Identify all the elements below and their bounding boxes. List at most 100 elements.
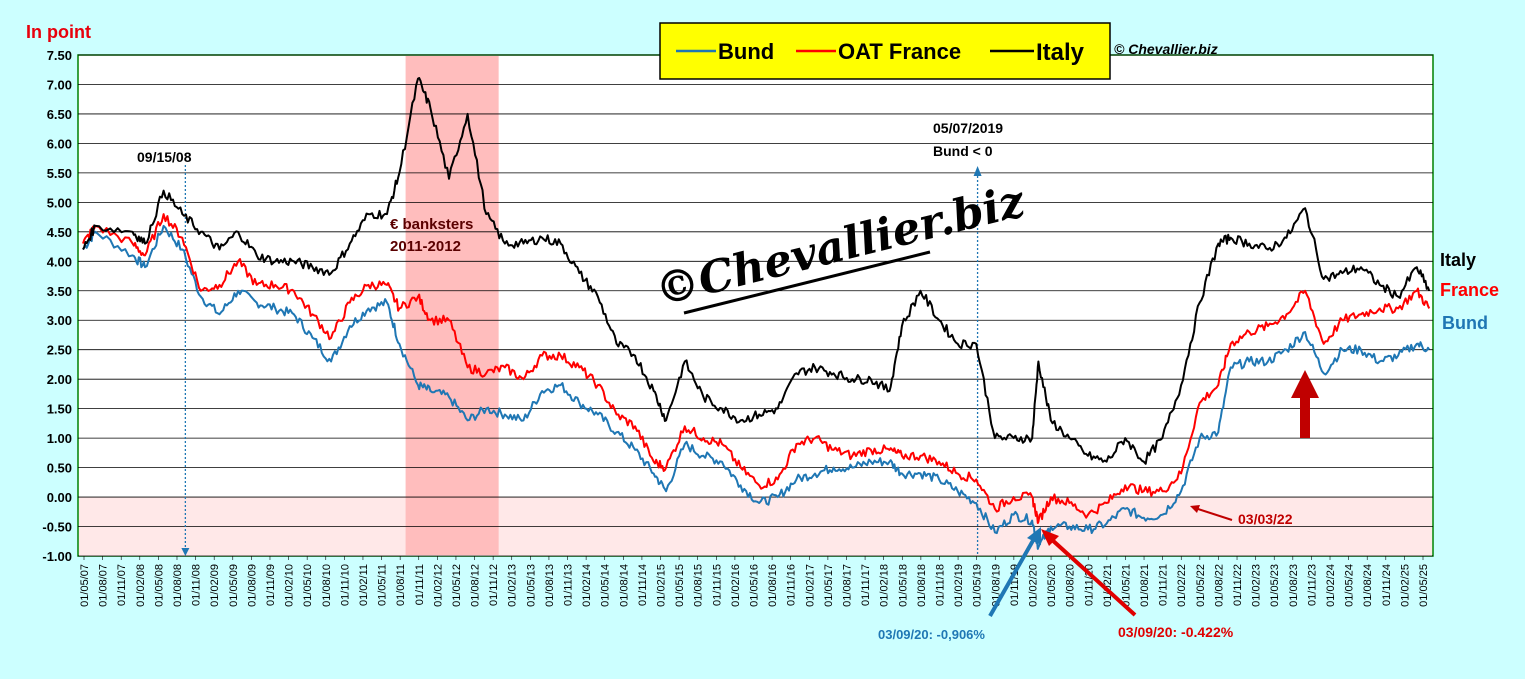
x-tick-label: 01/02/19: [953, 564, 965, 607]
x-tick-label: 01/11/11: [414, 564, 426, 605]
x-tick-label: 01/08/18: [916, 564, 928, 607]
x-tick-label: 01/08/11: [395, 564, 407, 606]
legend: Bund OAT France Italy: [659, 22, 1111, 80]
copyright-text: © Chevallier.biz: [1114, 41, 1218, 57]
x-tick-label: 01/02/14: [581, 564, 593, 607]
bund-negative-date-label: 05/07/2019: [933, 120, 1003, 136]
bund-low-pointer-head: [1027, 527, 1041, 545]
lehman-marker-arrowhead: [181, 548, 190, 556]
x-tick-label: 01/08/07: [98, 564, 110, 607]
x-tick-label: 01/02/09: [209, 564, 221, 607]
series-line-italy: [82, 77, 1431, 465]
x-tick-label: 01/05/08: [153, 564, 165, 607]
x-tick-label: 01/05/25: [1418, 564, 1430, 607]
oat-low-label: 03/09/20: -0.422%: [1118, 624, 1234, 640]
x-tick-label: 01/11/07: [116, 564, 128, 606]
y-tick-label: 1.00: [47, 431, 72, 446]
legend-box: [659, 22, 1111, 80]
x-tick-label: 01/08/16: [767, 564, 779, 607]
x-tick-label: 01/11/08: [191, 564, 203, 606]
x-tick-label: 01/08/09: [246, 564, 258, 607]
series-line-bund: [82, 224, 1431, 550]
march-2022-pointer: [1194, 507, 1233, 521]
y-tick-label: 4.00: [47, 254, 72, 269]
crisis-label-line1: € banksters: [390, 216, 473, 233]
y-tick-label: 1.50: [47, 402, 72, 417]
x-tick-label: 01/11/17: [860, 564, 872, 606]
y-tick-label: 5.00: [47, 195, 72, 210]
y-tick-label: 0.50: [47, 461, 72, 476]
x-tick-label: 01/02/21: [1102, 564, 1114, 607]
march-2022-label: 03/03/22: [1238, 511, 1293, 527]
end-label-bund: Bund: [1442, 313, 1488, 333]
x-tick-label: 01/05/21: [1120, 564, 1132, 607]
x-tick-label: 01/05/17: [823, 564, 835, 607]
crisis-zone-2011-2012: [405, 56, 499, 555]
x-tick-label: 01/05/12: [451, 564, 463, 607]
x-tick-label: 01/11/23: [1306, 564, 1318, 606]
x-tick-label: 01/11/13: [563, 564, 575, 606]
x-tick-label: 01/05/18: [897, 564, 909, 607]
y-tick-label: 5.50: [47, 166, 72, 181]
x-tick-label: 01/08/08: [172, 564, 184, 607]
y-tick-label: -1.00: [42, 549, 72, 564]
x-tick-label: 01/11/14: [637, 564, 649, 606]
x-tick-label: 01/02/12: [432, 564, 444, 607]
x-tick-label: 01/02/11: [358, 564, 370, 606]
bund-low-label: 03/09/20: -0,906%: [878, 627, 985, 642]
y-axis-title: In point: [26, 22, 91, 42]
x-tick-label: 01/02/24: [1325, 564, 1337, 607]
watermark-underline: [683, 250, 931, 315]
x-tick-label: 01/08/10: [321, 564, 333, 607]
x-tick-label: 01/02/08: [135, 564, 147, 607]
y-tick-label: 7.00: [47, 77, 72, 92]
x-tick-label: 01/05/20: [1046, 564, 1058, 607]
x-tick-label: 01/05/09: [228, 564, 240, 607]
bund-low-pointer: [988, 536, 1037, 617]
x-tick-label: 01/08/24: [1362, 564, 1374, 607]
x-tick-label: 01/05/13: [525, 564, 537, 607]
y-tick-label: 6.00: [47, 136, 72, 151]
x-tick-label: 01/05/10: [302, 564, 314, 607]
x-tick-label: 01/02/16: [730, 564, 742, 607]
x-tick-label: 01/05/23: [1269, 564, 1281, 607]
end-label-france: France: [1440, 280, 1499, 300]
x-tick-label: 01/02/23: [1251, 564, 1263, 607]
y-tick-label: -0.50: [42, 520, 72, 535]
y-tick-label: 4.50: [47, 225, 72, 240]
x-tick-label: 01/05/16: [749, 564, 761, 607]
y-tick-label: 0.00: [47, 490, 72, 505]
x-tick-label: 01/05/19: [972, 564, 984, 607]
x-tick-label: 01/08/23: [1288, 564, 1300, 607]
x-tick-label: 01/02/25: [1399, 564, 1411, 607]
lehman-date-label: 09/15/08: [137, 149, 192, 165]
x-tick-label: 01/02/17: [804, 564, 816, 607]
x-tick-label: 01/05/15: [674, 564, 686, 607]
y-tick-label: 6.50: [47, 107, 72, 122]
x-tick-label: 01/02/20: [1027, 564, 1039, 607]
x-tick-label: 01/08/22: [1213, 564, 1225, 607]
bund-negative-arrowhead: [973, 166, 982, 176]
x-tick-label: 01/11/12: [488, 564, 500, 606]
x-tick-label: 01/11/15: [711, 564, 723, 606]
x-tick-label: 01/11/09: [265, 564, 277, 606]
oat-low-pointer: [1048, 536, 1137, 617]
x-tick-label: 01/08/12: [470, 564, 482, 607]
x-tick-label: 01/05/22: [1195, 564, 1207, 607]
legend-label-oat: OAT France: [838, 39, 961, 64]
x-tick-label: 01/11/21: [1158, 564, 1170, 606]
x-tick-label: 01/05/14: [600, 564, 612, 607]
series-line-oat-france: [82, 213, 1431, 524]
x-tick-label: 01/08/15: [693, 564, 705, 607]
x-tick-label: 01/05/11: [377, 564, 389, 606]
x-tick-label: 01/08/20: [1065, 564, 1077, 607]
bund-negative-text: Bund < 0: [933, 143, 993, 159]
legend-label-italy: Italy: [1036, 39, 1085, 66]
x-tick-label: 01/02/18: [879, 564, 891, 607]
oat-low-pointer-head: [1041, 529, 1059, 546]
x-tick-label: 01/05/07: [79, 564, 91, 607]
up-arrow-icon: [1291, 370, 1319, 438]
x-tick-label: 01/11/10: [339, 564, 351, 606]
end-label-italy: Italy: [1440, 250, 1476, 270]
